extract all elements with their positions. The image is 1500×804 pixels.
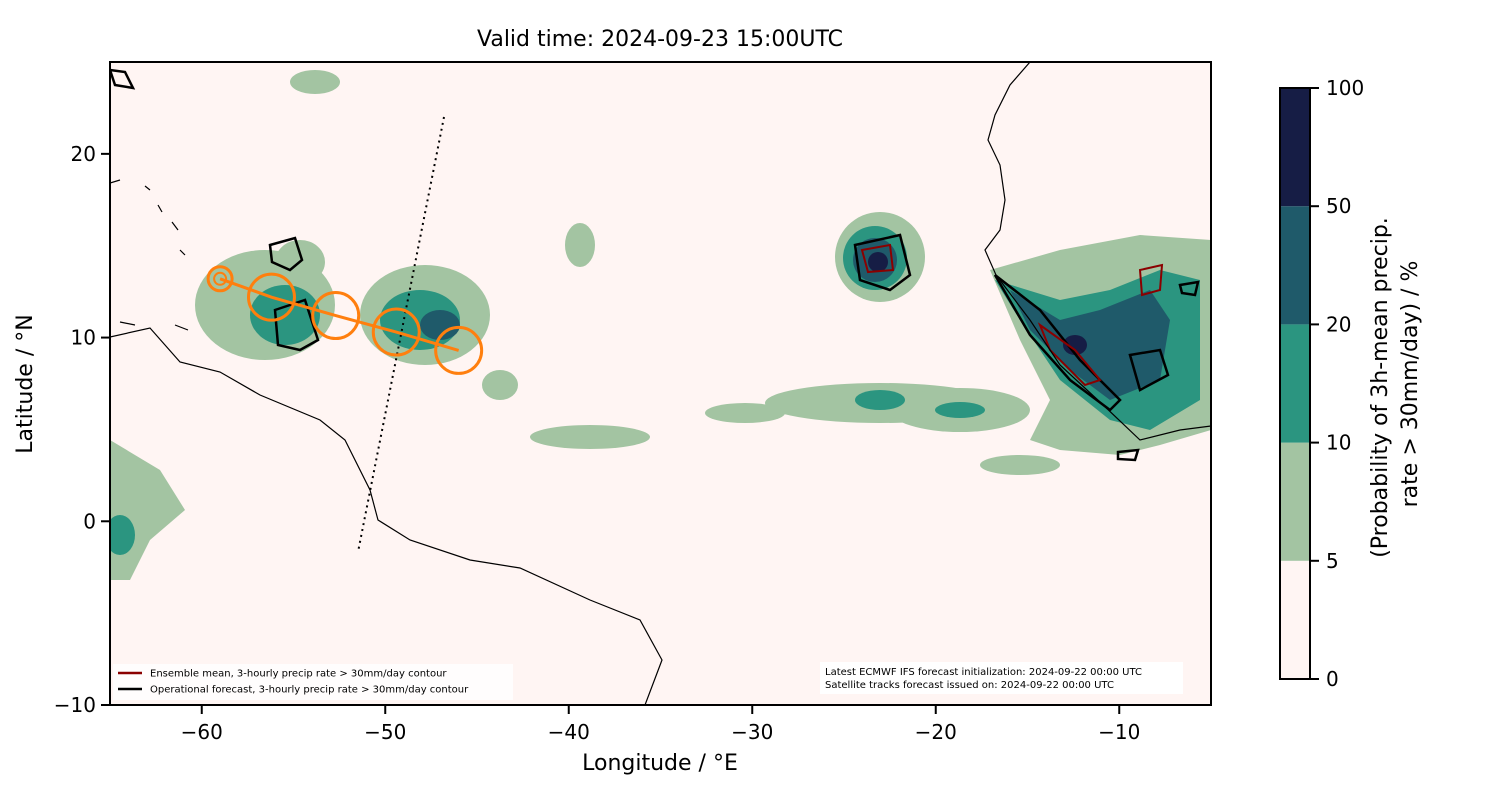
x-tick-label: −50 <box>364 720 406 744</box>
legend-box <box>113 664 513 700</box>
y-tick-label: 0 <box>83 509 96 533</box>
chart-title: Valid time: 2024-09-23 15:00UTC <box>477 27 843 52</box>
y-tick-label: 20 <box>71 142 96 166</box>
colorbar-band <box>1280 560 1310 679</box>
x-tick-label: −30 <box>731 720 773 744</box>
operational-contours <box>110 68 1200 462</box>
x-tick-label: −10 <box>1098 720 1140 744</box>
colorbar-tick-label: 100 <box>1326 76 1364 100</box>
map-background <box>110 62 1211 705</box>
colorbar-tick-label: 10 <box>1326 431 1351 455</box>
colorbar-tick-label: 20 <box>1326 312 1351 336</box>
colorbar-tick-label: 50 <box>1326 194 1351 218</box>
y-axis-label: Latitude / °N <box>13 314 38 453</box>
coastlines <box>110 62 1211 705</box>
x-tick-label: −60 <box>181 720 223 744</box>
x-tick-label: −40 <box>548 720 590 744</box>
colorbar-label-line: (Probability of 3h-mean precip. <box>1368 217 1393 558</box>
level-50 <box>868 252 1087 355</box>
colorbar-tick-label: 5 <box>1326 549 1339 573</box>
plot-frame <box>109 61 1212 706</box>
legend-label: Operational forecast, 3-hourly precip ra… <box>150 685 469 696</box>
legend: Ensemble mean, 3-hourly precip rate > 30… <box>113 664 513 700</box>
y-tick-label: 10 <box>71 326 96 350</box>
note: Latest ECMWF IFS forecast initialization… <box>825 667 1142 678</box>
track-point-inner <box>213 271 228 286</box>
note: Satellite tracks forecast issued on: 202… <box>825 680 1114 691</box>
notes-box <box>820 662 1183 694</box>
storm-track <box>206 265 484 375</box>
ensemble-contours <box>860 243 1164 387</box>
notes: Latest ECMWF IFS forecast initialization… <box>820 662 1183 694</box>
colorbar-tick-label: 0 <box>1326 667 1339 691</box>
colorbar-label-line: rate > 30mm/day) / % <box>1398 261 1423 508</box>
colorbar-band <box>1280 206 1310 325</box>
colorbar-band <box>1280 442 1310 561</box>
x-tick-label: −20 <box>915 720 957 744</box>
x-axis-label: Longitude / °E <box>582 751 738 776</box>
track-point <box>371 307 421 357</box>
colorbar-label: (Probability of 3h-mean precip. rate > 3… <box>1368 210 1423 558</box>
colorbar-band <box>1280 88 1310 207</box>
legend-label: Ensemble mean, 3-hourly precip rate > 30… <box>150 669 447 680</box>
track-point <box>206 265 234 293</box>
track-point <box>246 272 296 322</box>
track-point <box>434 325 484 375</box>
precip-field <box>110 62 1211 705</box>
track-point <box>311 291 361 341</box>
colorbar-frame <box>1279 87 1311 680</box>
y-tick-label: −10 <box>54 693 96 717</box>
satellite-track <box>357 116 445 553</box>
colorbar-band <box>1280 324 1310 443</box>
